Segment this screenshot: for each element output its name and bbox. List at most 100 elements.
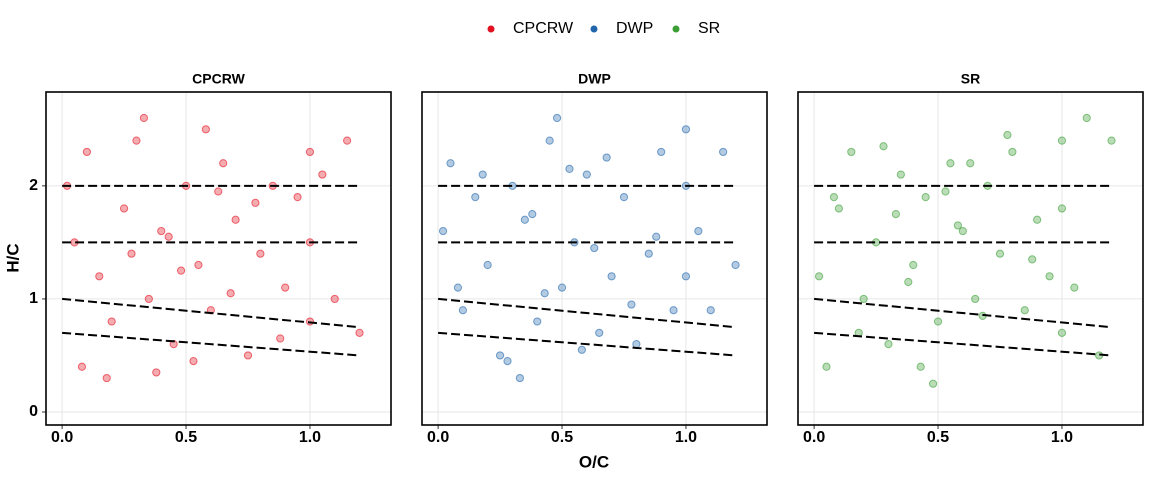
point [557,283,567,292]
point [276,334,285,343]
point [127,249,136,258]
point [847,147,856,157]
point [933,317,943,326]
point [657,147,666,157]
reference-line [814,297,1112,329]
reference-line [62,331,360,357]
point [681,272,691,281]
point [627,300,636,309]
point [330,294,339,304]
point [157,226,166,236]
reference-line [438,297,736,329]
point [1070,283,1079,292]
point [971,294,980,304]
panel-border [797,91,1144,426]
point [958,226,967,236]
point [1082,113,1091,123]
y-tick-label: 2 [29,177,38,194]
point [590,243,599,253]
point [243,351,253,360]
point [1045,272,1054,281]
point [478,170,487,179]
legend-label: CPCRW [513,20,574,37]
point [921,193,930,202]
point [189,357,198,366]
point [1028,255,1037,264]
point [694,226,703,236]
legend-label: DWP [616,20,653,37]
point [681,125,691,134]
point [619,193,629,202]
point [669,306,678,315]
point [582,170,591,179]
point [565,164,574,173]
point [520,215,529,224]
point [602,153,611,162]
point [719,147,728,157]
x-tick-label: 0.0 [427,429,449,446]
legend-label: SR [698,20,720,37]
point [1057,328,1067,337]
point [941,187,950,196]
point [577,345,586,354]
y-tick-label: 0 [29,403,38,420]
point [251,198,260,207]
point [1057,136,1067,145]
point [495,351,505,360]
point [904,277,913,287]
point [891,210,900,219]
x-tick-label: 0.5 [927,429,949,446]
panel-title: SR [961,71,980,87]
reference-line [62,297,360,329]
point [953,221,962,230]
point [226,289,235,298]
point [859,294,868,304]
legend-marker [590,25,598,33]
point [644,249,653,258]
point [453,283,463,292]
point [471,193,480,202]
point [144,294,153,304]
point [318,170,327,179]
point [909,260,918,270]
point [256,249,265,258]
point [95,272,104,281]
point [305,147,315,157]
point [139,113,148,123]
x-tick-label: 1.0 [299,429,321,446]
point [82,147,91,157]
point [1020,306,1029,315]
point [503,357,512,366]
point [102,373,111,383]
point [540,289,549,298]
point [632,340,641,349]
point [552,113,562,123]
point [884,340,893,349]
point [201,125,210,134]
y-tick-label: 1 [29,290,38,307]
point [343,136,352,145]
point [194,260,203,270]
reference-line [814,331,1112,357]
point [916,362,925,371]
point [293,193,302,202]
point [281,283,290,292]
panel-border [421,91,768,426]
x-tick-label: 0.0 [803,429,825,446]
point [1107,136,1116,145]
point [995,249,1005,258]
point [446,159,455,168]
legend-marker [487,25,495,33]
point [219,159,228,168]
point [1033,215,1042,224]
point [545,136,554,145]
point [164,232,173,241]
point [829,193,839,202]
x-tick-label: 0.5 [551,429,573,446]
point [515,373,524,383]
point [928,379,938,388]
point [1008,147,1017,157]
point [438,226,448,236]
panel-title: CPCRW [192,71,245,87]
